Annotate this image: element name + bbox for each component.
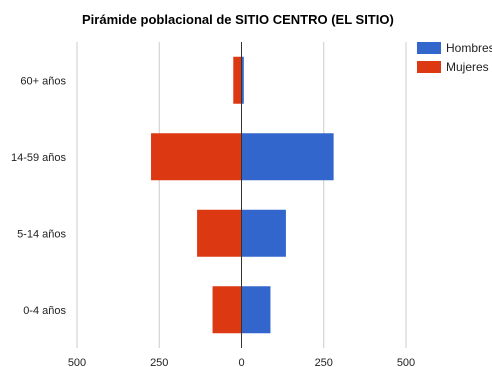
bar-hombres: [241, 56, 244, 104]
bar-mujeres: [151, 133, 242, 181]
legend-swatch: [417, 61, 441, 73]
category-label: 60+ años: [20, 75, 66, 87]
x-tick-label: 500: [68, 357, 86, 367]
x-tick-label: 250: [150, 357, 168, 367]
bars: [151, 56, 334, 334]
bar-mujeres: [212, 286, 242, 334]
legend-swatch: [417, 42, 441, 54]
grid-lines: [76, 42, 407, 348]
legend-label: Hombres: [446, 41, 492, 55]
bar-hombres: [241, 286, 271, 334]
category-label: 0-4 años: [23, 305, 66, 317]
category-label: 5-14 años: [17, 228, 66, 240]
category-label: 14-59 años: [11, 152, 67, 164]
chart-title: Pirámide poblacional de SITIO CENTRO (EL…: [82, 12, 394, 27]
bar-mujeres: [197, 209, 242, 257]
x-tick-label: 500: [397, 357, 415, 367]
x-tick-label: 0: [238, 357, 244, 367]
bar-hombres: [241, 209, 286, 257]
x-axis-tick-labels: 500 250 0 250 500: [68, 357, 415, 367]
bar-hombres: [241, 133, 334, 181]
category-labels: 60+ años 14-59 años 5-14 años 0-4 años: [11, 75, 67, 317]
legend: Hombres Mujeres: [417, 41, 492, 74]
legend-label: Mujeres: [446, 60, 489, 74]
x-tick-label: 250: [315, 357, 333, 367]
bar-mujeres: [233, 56, 242, 104]
